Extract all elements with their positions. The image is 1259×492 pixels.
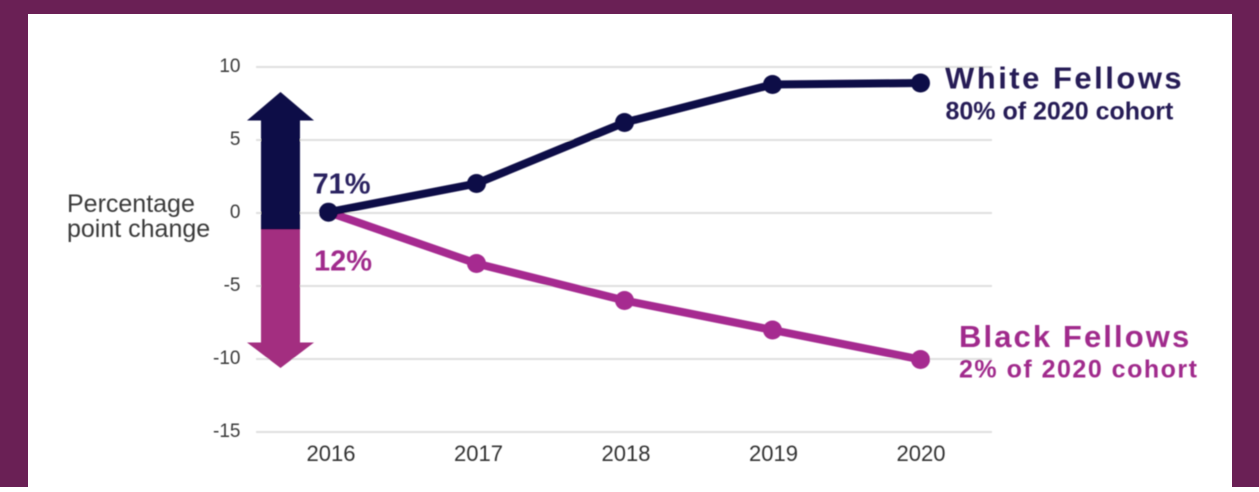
svg-text:2019: 2019: [749, 441, 798, 466]
svg-text:71%: 71%: [313, 169, 371, 201]
svg-text:Percentage: Percentage: [67, 190, 195, 218]
svg-text:point change: point change: [67, 215, 210, 243]
svg-text:2017: 2017: [454, 441, 503, 466]
svg-text:-5: -5: [224, 275, 241, 296]
svg-text:Black Fellows: Black Fellows: [959, 319, 1191, 354]
svg-text:80% of 2020 cohort: 80% of 2020 cohort: [946, 98, 1175, 126]
svg-text:White Fellows: White Fellows: [945, 61, 1184, 96]
svg-text:-10: -10: [213, 348, 240, 369]
svg-text:2018: 2018: [602, 441, 651, 466]
svg-text:12%: 12%: [314, 246, 372, 278]
svg-text:5: 5: [230, 129, 241, 150]
svg-text:2020: 2020: [897, 441, 946, 466]
svg-text:2% of 2020 cohort: 2% of 2020 cohort: [959, 356, 1198, 384]
svg-text:2016: 2016: [307, 441, 356, 466]
svg-text:0: 0: [230, 202, 241, 223]
svg-text:10: 10: [219, 56, 240, 77]
svg-text:-15: -15: [213, 421, 240, 442]
